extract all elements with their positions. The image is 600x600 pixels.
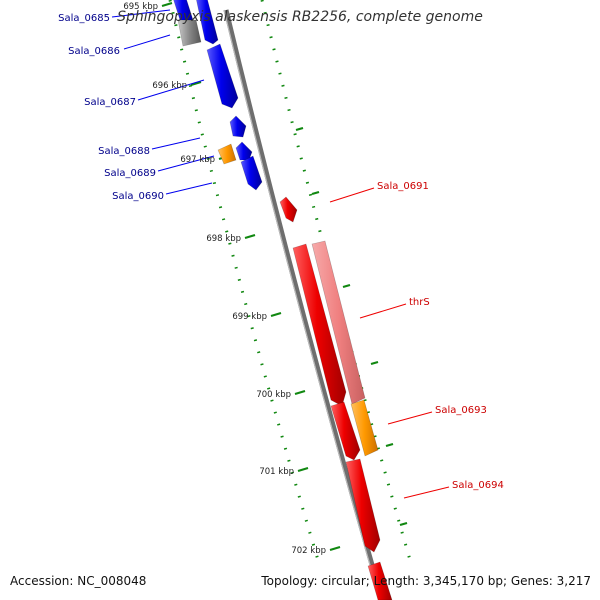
major-tick-mark — [270, 311, 282, 318]
major-tick-mark — [385, 442, 394, 448]
gene-features — [173, 0, 393, 600]
gene-thrs[interactable] — [292, 243, 347, 407]
gene-label-sala-0691[interactable]: Sala_0691 — [377, 181, 429, 192]
gene-sala-0693[interactable] — [330, 401, 361, 461]
backbone-highlight — [223, 9, 381, 600]
gene-sala-0690[interactable] — [235, 141, 253, 161]
major-tick-mark — [297, 466, 309, 473]
gene-label-sala-0690[interactable]: Sala_0690 — [112, 191, 164, 202]
leader-line — [157, 155, 215, 172]
leader-line — [387, 411, 433, 425]
coordinate-label: 700 kbp — [256, 390, 291, 400]
leader-line — [165, 182, 213, 195]
major-tick-mark — [244, 233, 256, 240]
text-labels: 695 kbp 696 kbp 697 kbp 698 kbp 699 kbp 700 k… — [58, 2, 504, 556]
gene-sala-0690[interactable] — [240, 155, 263, 191]
gene-label-sala-0688[interactable]: Sala_0688 — [98, 146, 150, 157]
leader-line — [151, 137, 201, 150]
major-tick-mark — [399, 521, 408, 527]
genome-backbone — [223, 9, 385, 600]
topology-text: Topology: circular; Length: 3,345,170 bp… — [261, 574, 591, 588]
gene-sala-0691[interactable] — [279, 196, 298, 223]
major-tick-mark — [342, 283, 351, 289]
gene-thrs[interactable] — [311, 240, 366, 405]
gene-label-sala-0689[interactable]: Sala_0689 — [104, 168, 156, 179]
gene-label-thrs[interactable]: thrS — [409, 297, 430, 308]
gene-sala-0686[interactable] — [177, 19, 202, 47]
gene-sala-0694[interactable] — [345, 458, 381, 553]
gene-label-sala-0686[interactable]: Sala_0686 — [68, 46, 120, 57]
backbone-line — [223, 9, 385, 600]
gene-label-sala-0693[interactable]: Sala_0693 — [435, 405, 487, 416]
gene-sala-0687[interactable] — [206, 43, 239, 109]
leader-line — [123, 34, 171, 50]
coordinate-label: 697 kbp — [180, 155, 215, 165]
coordinate-label: 695 kbp — [123, 2, 158, 12]
gene-sala-0688[interactable] — [229, 115, 247, 138]
major-tick-mark — [294, 389, 306, 396]
map-title: Sphingopyxis alaskensis RB2256, complete… — [117, 9, 483, 25]
coordinate-ticks — [161, 0, 412, 561]
coordinate-label: 701 kbp — [259, 467, 294, 477]
leader-line — [403, 486, 450, 499]
major-tick-mark — [161, 1, 173, 8]
coordinate-label: 702 kbp — [291, 546, 326, 556]
leader-line — [137, 79, 205, 101]
major-tick-mark — [329, 545, 341, 552]
gene-label-sala-0685[interactable]: Sala_0685 — [58, 13, 110, 24]
major-tick-mark — [370, 360, 379, 366]
major-tick-mark — [295, 126, 304, 132]
accession-text: Accession: NC_008048 — [10, 574, 147, 588]
coordinate-label: 696 kbp — [152, 81, 187, 91]
gene-label-sala-0687[interactable]: Sala_0687 — [84, 97, 136, 108]
coordinate-label: 699 kbp — [232, 312, 267, 322]
major-tick-mark — [190, 80, 202, 87]
gene-sala-0689[interactable] — [217, 143, 237, 165]
label-leader-lines — [111, 9, 450, 499]
major-tick-mark — [311, 190, 320, 196]
gene-label-sala-0694[interactable]: Sala_0694 — [452, 480, 504, 491]
gene-sala-0693[interactable] — [350, 399, 379, 457]
leader-line — [359, 303, 407, 319]
gene-next[interactable] — [367, 561, 393, 600]
leader-line — [111, 9, 171, 18]
coordinate-label: 698 kbp — [206, 234, 241, 244]
gene-sala-0686[interactable] — [196, 0, 219, 45]
leader-line — [329, 187, 375, 203]
